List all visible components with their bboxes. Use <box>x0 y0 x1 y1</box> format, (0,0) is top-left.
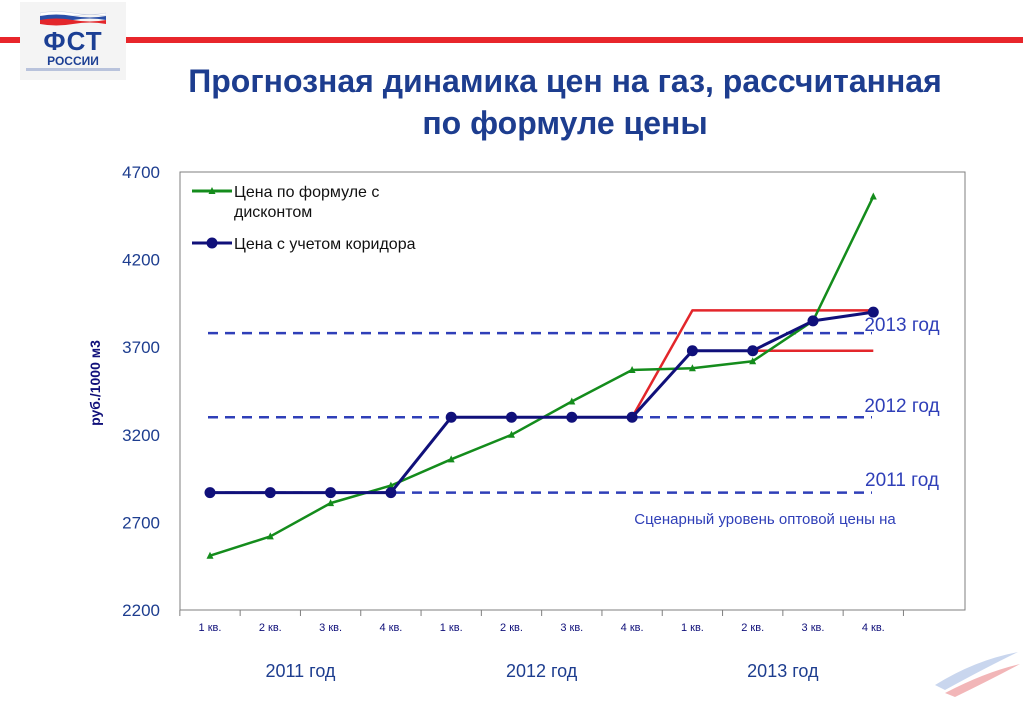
legend-label: дисконтом <box>234 204 312 221</box>
legend-marker <box>206 237 218 249</box>
data-point <box>749 357 757 365</box>
year-group-label: 2012 год <box>506 661 578 681</box>
chart-series <box>204 192 879 559</box>
y-tick-label: 3200 <box>122 426 160 445</box>
year-group-label: 2011 год <box>265 661 335 681</box>
logo-country: РОССИИ <box>47 54 99 68</box>
data-point <box>566 411 578 423</box>
brand-swoosh-icon <box>935 652 1020 697</box>
annotation-text: Сценарный уровень оптовой цены на <box>634 511 896 528</box>
x-tick-label: 3 кв. <box>319 622 342 634</box>
data-point <box>626 411 638 423</box>
y-axis-label: руб./1000 м3 <box>87 340 103 426</box>
flag-wave-icon <box>40 11 106 26</box>
y-tick-label: 2700 <box>122 513 160 532</box>
y-tick-label: 4700 <box>122 163 160 182</box>
chart-axes: 2200 2700 3200 3700 4200 4700 руб./1000 м3 1 кв… <box>87 163 966 681</box>
chart-legend: Цена по формуле с дисконтом Цена с учетом … <box>192 184 416 253</box>
plot-area <box>179 171 966 611</box>
data-point <box>508 430 515 438</box>
year-group-label: 2013 год <box>747 661 819 681</box>
page-title: Прогнозная динамика цен на газ, рассчита… <box>110 60 1020 144</box>
x-tick-label: 2 кв. <box>259 622 282 634</box>
data-point <box>204 487 216 499</box>
series-line <box>210 310 874 495</box>
data-point <box>628 365 636 373</box>
title-line-1: Прогнозная динамика цен на газ, рассчита… <box>188 63 942 99</box>
header-red-line-left <box>0 37 20 43</box>
x-tick-label: 1 кв. <box>681 622 704 634</box>
data-point <box>206 551 214 559</box>
x-tick-label: 2 кв. <box>741 622 764 634</box>
reference-line-label: 2011 год <box>865 470 939 491</box>
data-point <box>387 481 395 489</box>
data-point <box>568 397 576 405</box>
legend-label: Цена по формуле с <box>234 184 379 201</box>
x-tick-label: 3 кв. <box>802 622 825 634</box>
data-point <box>447 455 455 463</box>
y-tick-label: 4200 <box>122 251 160 270</box>
data-point <box>869 192 877 200</box>
reference-line-label: 2012 год <box>864 396 939 417</box>
chart-labels: Сценарный уровень оптовой цены на <box>634 511 1020 697</box>
logo-caption-line <box>26 68 120 71</box>
x-tick-label: 4 кв. <box>862 622 885 634</box>
x-tick-label: 3 кв. <box>560 622 583 634</box>
data-point <box>686 345 698 357</box>
x-tick-label: 4 кв. <box>621 622 644 634</box>
data-point <box>264 487 276 499</box>
series-line <box>631 309 874 418</box>
data-point <box>325 487 337 499</box>
data-point <box>747 345 759 357</box>
header-red-line <box>126 37 1023 43</box>
data-point <box>807 315 819 327</box>
data-point <box>385 487 397 499</box>
reference-line-label: 2013 год <box>864 315 939 336</box>
title-line-2: по формуле цены <box>422 105 708 141</box>
data-point <box>506 411 517 423</box>
y-tick-label: 3700 <box>122 338 160 357</box>
logo-abbr: ФСТ <box>43 26 103 56</box>
x-tick-label: 1 кв. <box>199 622 222 634</box>
legend-label: Цена с учетом коридора <box>234 236 416 253</box>
data-point <box>445 411 457 423</box>
swoosh-red <box>945 664 1020 697</box>
x-tick-label: 4 кв. <box>379 622 402 634</box>
fst-logo: ФСТ РОССИИ <box>20 2 126 80</box>
data-point <box>327 499 335 507</box>
x-tick-label: 1 кв. <box>440 622 463 634</box>
legend-marker <box>208 187 216 194</box>
y-tick-label: 2200 <box>122 601 160 620</box>
data-point <box>266 532 274 540</box>
data-point <box>688 364 696 372</box>
data-point <box>867 306 879 318</box>
x-tick-label: 2 кв. <box>500 622 523 634</box>
swoosh-blue <box>935 652 1018 690</box>
